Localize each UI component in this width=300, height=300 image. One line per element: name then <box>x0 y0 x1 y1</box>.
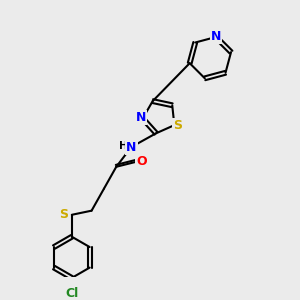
Text: H: H <box>119 142 128 152</box>
Text: N: N <box>211 31 221 44</box>
Text: S: S <box>59 208 68 221</box>
Text: Cl: Cl <box>65 287 79 300</box>
Text: N: N <box>136 111 146 124</box>
Text: O: O <box>136 155 147 168</box>
Text: N: N <box>126 141 136 154</box>
Text: S: S <box>173 119 182 132</box>
